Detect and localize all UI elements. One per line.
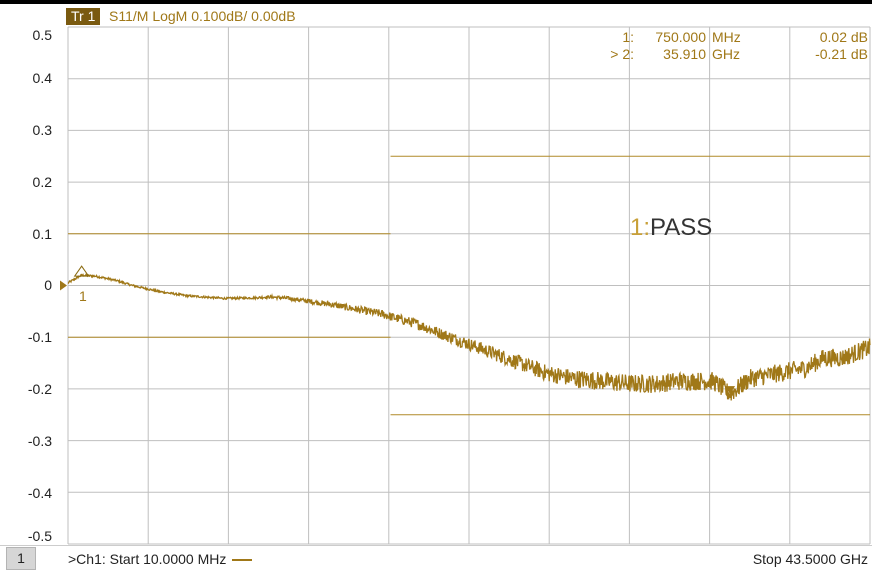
marker-1-id: 1:	[622, 29, 634, 45]
stop-frequency-label[interactable]: Stop 43.5000 GHz	[752, 551, 868, 567]
y-tick-label: 0.3	[32, 122, 52, 138]
marker-2-value: -0.21 dB	[815, 46, 868, 62]
y-tick-label: -0.1	[27, 329, 52, 345]
y-tick-label: 0.5	[32, 27, 52, 43]
limit-test-number: 1:	[630, 214, 651, 241]
y-tick-label: 0.1	[32, 226, 52, 242]
channel-status-bar: 1 >Ch1: Start 10.0000 MHz Stop 43.5000 G…	[0, 545, 872, 572]
marker-1-flag-label: 1	[79, 288, 87, 304]
marker-1-triangle	[73, 265, 90, 277]
reference-level-arrow	[60, 280, 67, 291]
y-tick-label: 0.4	[32, 70, 52, 86]
trace-legend-line	[232, 559, 253, 562]
y-tick-label: 0.2	[32, 174, 52, 190]
y-tick-label: 0	[44, 277, 52, 293]
trace-badge[interactable]: Tr 1	[66, 8, 101, 25]
channel-number-button[interactable]: 1	[6, 547, 36, 570]
trace-line	[67, 273, 871, 401]
start-frequency-label: >Ch1: Start 10.0000 MHz	[68, 551, 227, 567]
y-tick-label: -0.2	[27, 381, 52, 397]
y-tick-label: -0.4	[27, 485, 52, 501]
marker-2-triangle	[725, 386, 736, 395]
marker-2-id: > 2:	[610, 46, 634, 62]
marker-2-unit: GHz	[712, 46, 740, 62]
trace-setting-label[interactable]: S11/M LogM 0.100dB/ 0.00dB	[109, 8, 296, 24]
y-tick-label: -0.3	[27, 433, 52, 449]
marker-1-unit: MHz	[712, 29, 741, 45]
trace-header: Tr 1 S11/M LogM 0.100dB/ 0.00dB	[0, 4, 872, 26]
marker-1-value: 0.02 dB	[819, 29, 868, 45]
top-frame-bar	[0, 0, 872, 4]
y-tick-label: -0.5	[27, 528, 52, 544]
marker-1-freq: 750.000	[655, 29, 706, 45]
marker-2-freq: 35.910	[663, 46, 706, 62]
limit-test-result: PASS	[650, 214, 713, 241]
limit-test-status: 1:PASS	[630, 214, 712, 242]
start-frequency-info[interactable]: >Ch1: Start 10.0000 MHz	[68, 551, 253, 567]
